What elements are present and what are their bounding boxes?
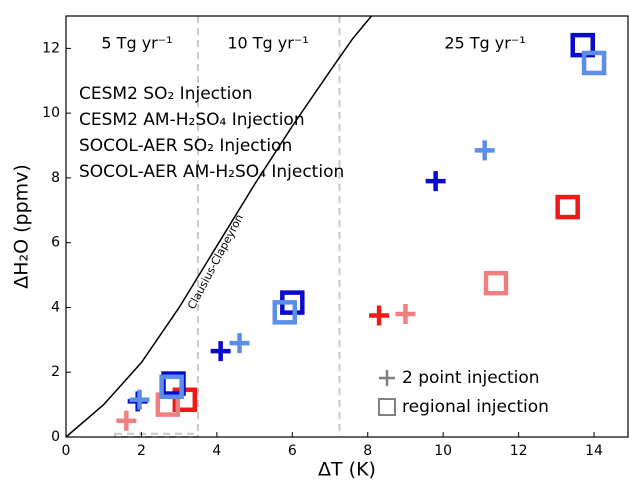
y-tick-label: 10: [42, 105, 60, 121]
rate-label: 5 Tg yr⁻¹: [101, 34, 172, 53]
x-tick-label: 8: [363, 443, 372, 459]
curve-label: Clausius-Clapeyron: [185, 212, 246, 311]
x-tick-label: 4: [212, 443, 221, 459]
x-tick-label: 2: [137, 443, 146, 459]
square-marker: [555, 194, 580, 220]
y-tick-label: 4: [51, 299, 60, 315]
plus-shape: [129, 389, 150, 410]
marker-legend-label: 2 point injection: [402, 368, 540, 388]
legend-entry: CESM2 SO₂ Injection: [79, 84, 253, 104]
legend-square: [378, 398, 396, 416]
y-tick-label: 0: [51, 429, 60, 445]
y-axis-label: ΔH₂O (ppmv): [11, 164, 33, 289]
x-tick-label: 10: [434, 443, 452, 459]
legend-entry: SOCOL-AER SO₂ Injection: [79, 136, 292, 156]
y-tick-label: 12: [42, 40, 60, 56]
plus-shape: [229, 333, 250, 354]
x-tick-label: 12: [510, 443, 528, 459]
marker-legend-label: regional injection: [402, 397, 549, 417]
y-tick-label: 8: [51, 170, 60, 186]
plus-shape: [210, 341, 231, 362]
plus-shape: [395, 303, 416, 324]
plus-marker: [210, 341, 231, 362]
region-box: [114, 432, 200, 438]
plus-marker: [369, 305, 390, 326]
legend-entry: SOCOL-AER AM-H₂SO₄ Injection: [79, 162, 344, 182]
square-marker: [483, 270, 509, 296]
plus-marker: [395, 303, 416, 324]
x-axis-label: ΔT (K): [318, 459, 376, 481]
y-tick-label: 6: [51, 235, 60, 251]
plus-marker: [229, 333, 250, 354]
x-tick-label: 14: [585, 443, 603, 459]
plus-marker: [116, 410, 137, 431]
square-marker: [272, 300, 298, 325]
plus-marker: [129, 389, 150, 410]
y-tick-label: 2: [51, 364, 60, 380]
rate-label: 25 Tg yr⁻¹: [444, 34, 525, 53]
legend-plus: [379, 370, 395, 386]
x-tick-label: 0: [62, 443, 71, 459]
plus-shape: [116, 410, 137, 431]
plot-frame: [65, 15, 629, 438]
clausius-clapeyron-curve: [65, 15, 373, 438]
plus-marker: [474, 140, 495, 161]
plus-marker: [425, 171, 446, 192]
plus-shape: [474, 140, 495, 161]
rate-label: 10 Tg yr⁻¹: [227, 34, 308, 53]
x-tick-label: 6: [288, 443, 297, 459]
legend-entry: CESM2 AM-H₂SO₄ Injection: [79, 110, 305, 130]
plus-shape: [369, 305, 390, 326]
plus-shape: [425, 171, 446, 192]
square-marker: [159, 374, 184, 400]
square-marker: [581, 50, 607, 76]
